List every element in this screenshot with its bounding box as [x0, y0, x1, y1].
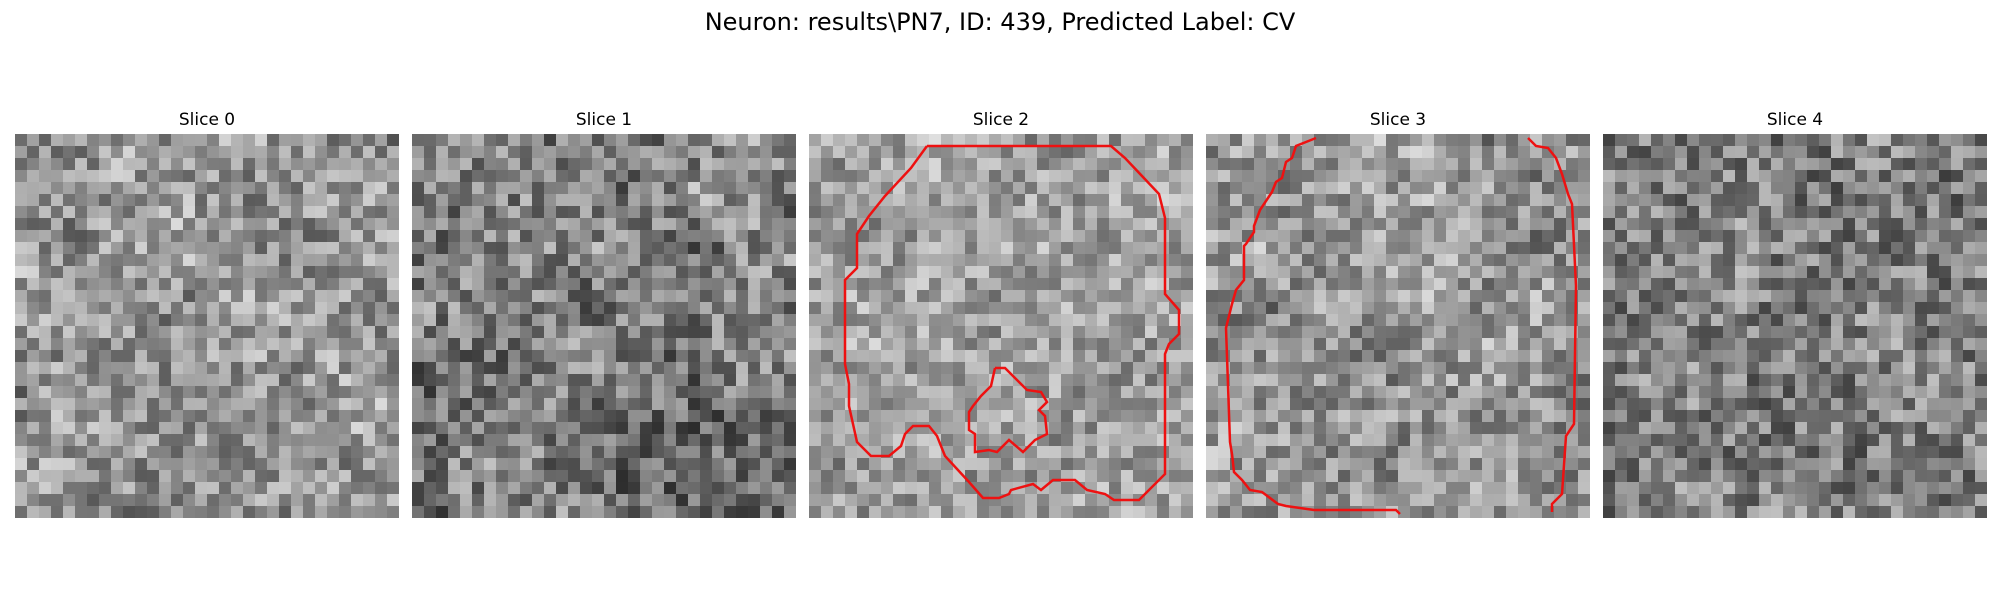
slice-image-0 [15, 134, 399, 518]
segmentation-contour-left [1224, 136, 1401, 515]
segmentation-contour-right [1527, 137, 1578, 512]
figure-title: Neuron: results\PN7, ID: 439, Predicted … [704, 8, 1296, 36]
slice-title-2: Slice 2 [972, 110, 1030, 130]
segmentation-contour-inner [967, 366, 1049, 454]
slice-panel-2: Slice 2 [809, 108, 1193, 518]
slice-title-4: Slice 4 [1766, 110, 1824, 130]
slice-title-1: Slice 1 [575, 110, 633, 130]
slice-image-1 [412, 134, 796, 518]
slice-panel-3: Slice 3 [1206, 108, 1590, 518]
slice-panel-0: Slice 0 [15, 108, 399, 518]
slice-title-3: Slice 3 [1369, 110, 1427, 130]
slice-image-3 [1206, 134, 1590, 518]
slice-panel-4: Slice 4 [1603, 108, 1987, 518]
slice-image-2 [809, 134, 1193, 518]
segmentation-contour-outer [843, 144, 1181, 502]
slice-panel-1: Slice 1 [412, 108, 796, 518]
slice-title-0: Slice 0 [178, 110, 236, 130]
slice-image-4 [1603, 134, 1987, 518]
